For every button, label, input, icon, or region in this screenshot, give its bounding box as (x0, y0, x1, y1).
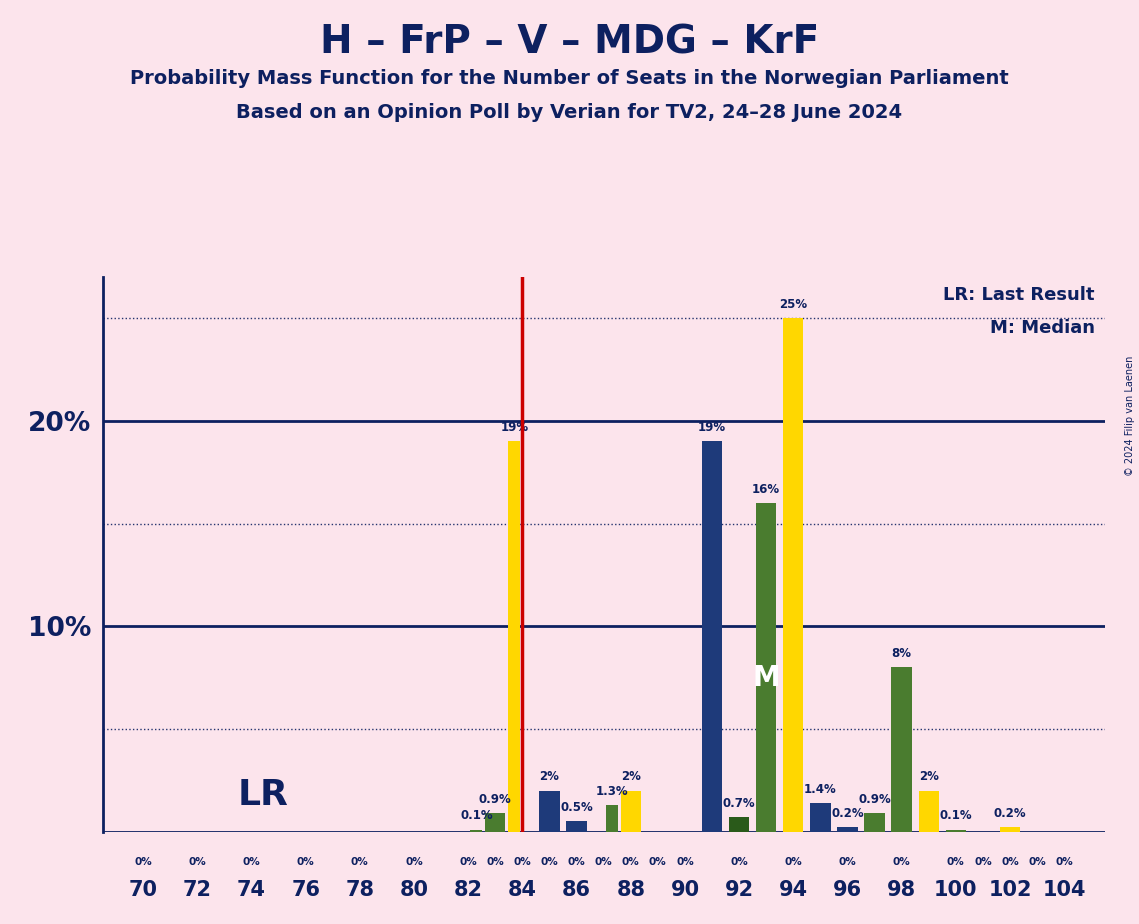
Text: 0%: 0% (459, 857, 477, 868)
Bar (918, 791, 939, 832)
Bar (508, 442, 521, 832)
Bar (784, 318, 803, 832)
Bar (837, 828, 858, 832)
Text: 2%: 2% (540, 771, 559, 784)
Text: 2%: 2% (621, 771, 641, 784)
Text: 0%: 0% (838, 857, 857, 868)
Bar (945, 830, 966, 832)
Text: 0%: 0% (297, 857, 314, 868)
Text: 0%: 0% (243, 857, 261, 868)
Bar (470, 830, 483, 832)
Text: Probability Mass Function for the Number of Seats in the Norwegian Parliament: Probability Mass Function for the Number… (130, 69, 1009, 89)
Text: Based on an Opinion Poll by Verian for TV2, 24–28 June 2024: Based on an Opinion Poll by Verian for T… (237, 103, 902, 123)
Bar (485, 813, 506, 832)
Text: 19%: 19% (698, 421, 726, 434)
Text: LR: Last Result: LR: Last Result (943, 286, 1095, 303)
Text: 0.1%: 0.1% (460, 809, 493, 822)
Text: 0.9%: 0.9% (858, 793, 891, 806)
Text: 0%: 0% (785, 857, 802, 868)
Text: 0%: 0% (514, 857, 531, 868)
Text: 0%: 0% (188, 857, 206, 868)
Text: H – FrP – V – MDG – KrF: H – FrP – V – MDG – KrF (320, 23, 819, 61)
Text: 0%: 0% (351, 857, 369, 868)
Text: 0.1%: 0.1% (940, 809, 973, 822)
Text: 19%: 19% (500, 421, 528, 434)
Text: 0%: 0% (595, 857, 613, 868)
Text: 0%: 0% (893, 857, 910, 868)
Text: 1.4%: 1.4% (804, 783, 837, 796)
Text: 0%: 0% (974, 857, 992, 868)
Text: 0%: 0% (622, 857, 640, 868)
Bar (566, 821, 587, 832)
Text: 0%: 0% (1001, 857, 1019, 868)
Bar (756, 503, 777, 832)
Text: 0%: 0% (1029, 857, 1046, 868)
Text: M: Median: M: Median (990, 319, 1095, 336)
Bar (621, 791, 641, 832)
Text: 0.2%: 0.2% (831, 808, 863, 821)
Text: 0%: 0% (486, 857, 505, 868)
Bar (606, 805, 617, 832)
Bar (810, 803, 830, 832)
Text: 0%: 0% (947, 857, 965, 868)
Bar (865, 813, 885, 832)
Text: 25%: 25% (779, 298, 808, 311)
Text: 1.3%: 1.3% (596, 784, 628, 797)
Bar (729, 817, 749, 832)
Text: 8%: 8% (892, 647, 911, 660)
Text: © 2024 Filip van Laenen: © 2024 Filip van Laenen (1125, 356, 1134, 476)
Text: 0.5%: 0.5% (560, 801, 593, 814)
Text: 0%: 0% (134, 857, 151, 868)
Text: 16%: 16% (752, 483, 780, 496)
Bar (892, 667, 912, 832)
Text: 0%: 0% (541, 857, 558, 868)
Text: 0%: 0% (677, 857, 694, 868)
Bar (702, 442, 722, 832)
Bar (540, 791, 559, 832)
Text: 0.9%: 0.9% (478, 793, 511, 806)
Text: 0%: 0% (730, 857, 748, 868)
Text: 0.2%: 0.2% (993, 808, 1026, 821)
Text: M: M (753, 663, 780, 691)
Text: 0%: 0% (405, 857, 423, 868)
Text: 2%: 2% (919, 771, 939, 784)
Text: 0%: 0% (649, 857, 666, 868)
Text: 0%: 0% (1056, 857, 1073, 868)
Text: 0%: 0% (567, 857, 585, 868)
Bar (1000, 828, 1021, 832)
Text: LR: LR (238, 778, 289, 811)
Text: 0.7%: 0.7% (723, 797, 755, 810)
